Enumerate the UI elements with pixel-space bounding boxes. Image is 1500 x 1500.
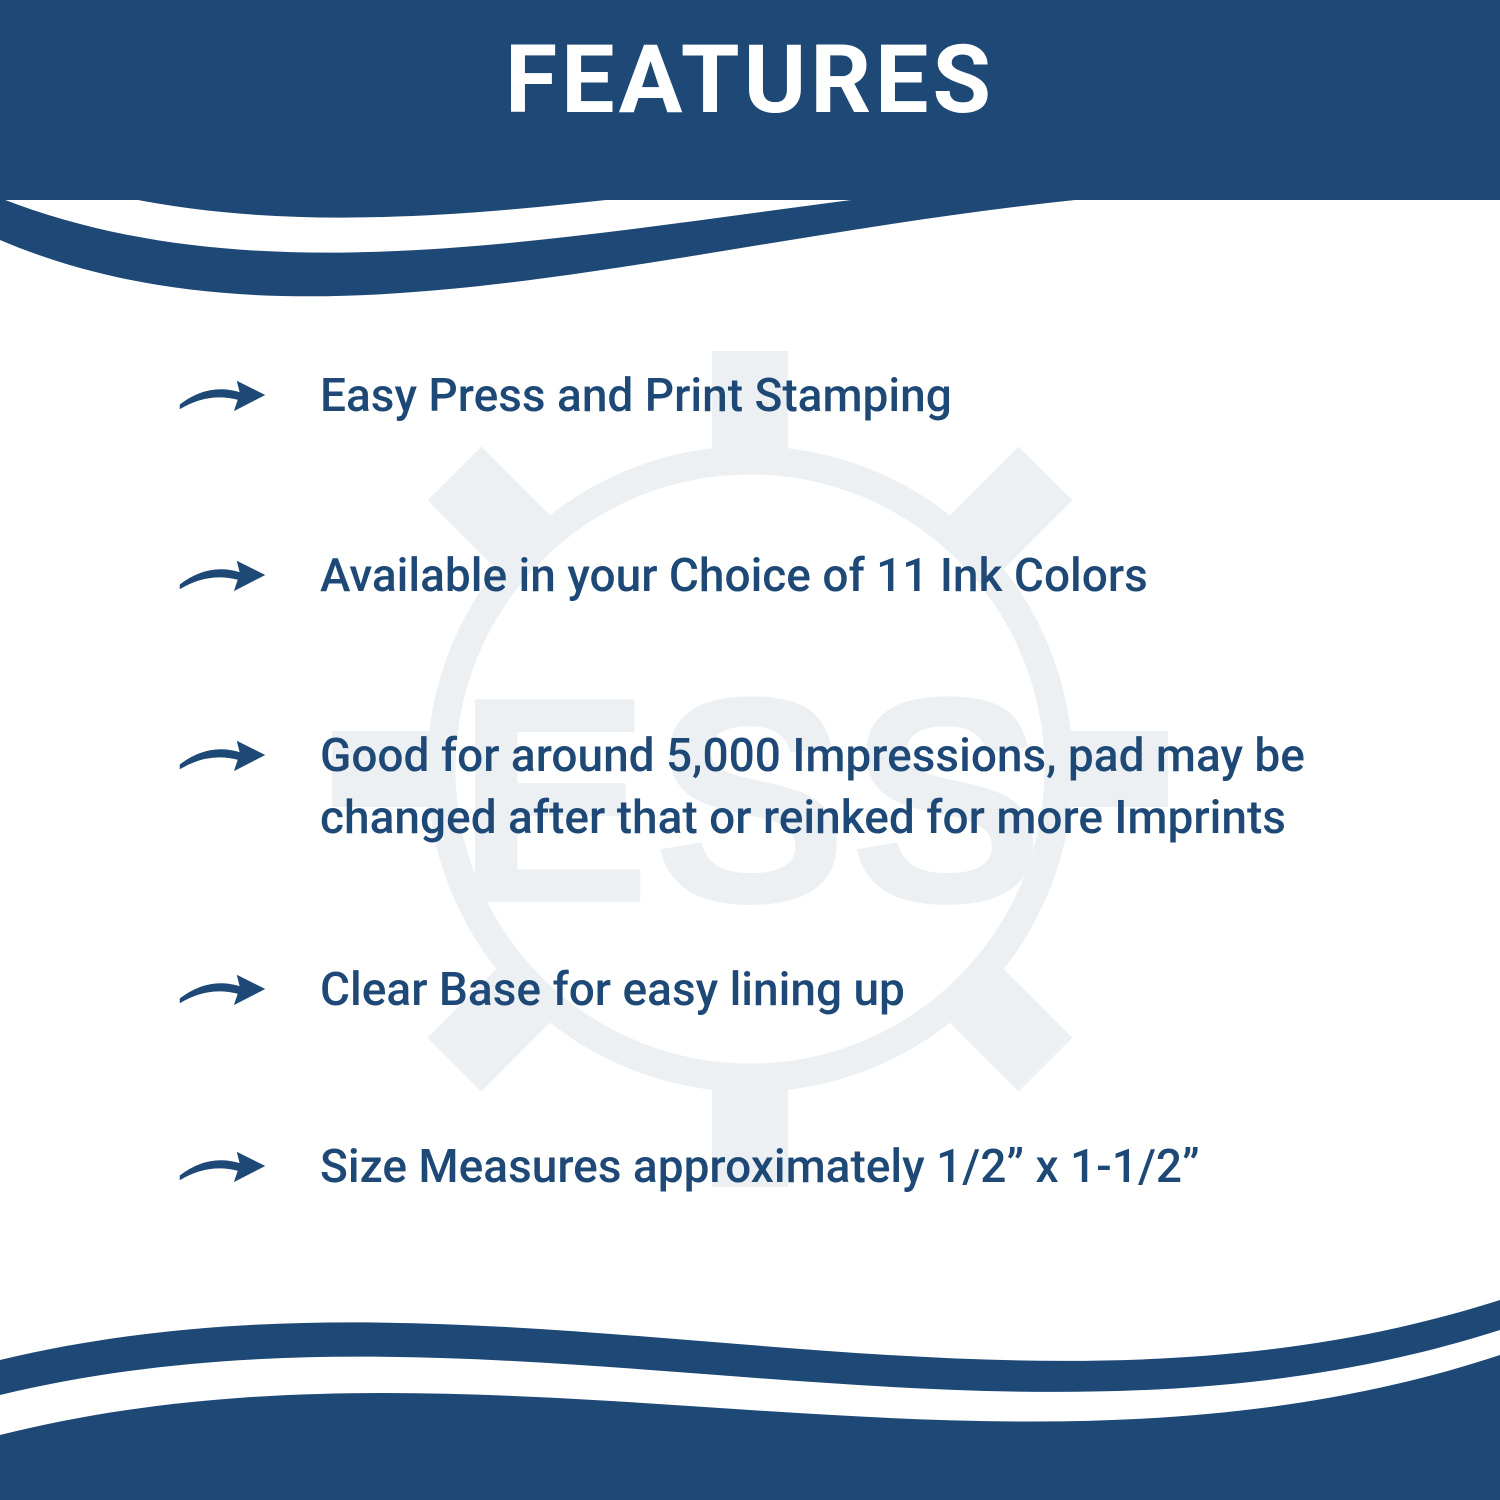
arrow-icon bbox=[175, 370, 270, 420]
feature-item: Available in your Choice of 11 Ink Color… bbox=[175, 545, 1375, 607]
arrow-icon bbox=[175, 1141, 270, 1191]
arrow-icon bbox=[175, 550, 270, 600]
arrow-icon bbox=[175, 964, 270, 1014]
feature-item: Clear Base for easy lining up bbox=[175, 959, 1375, 1021]
feature-text: Available in your Choice of 11 Ink Color… bbox=[320, 545, 1148, 607]
feature-text: Clear Base for easy lining up bbox=[320, 959, 905, 1021]
features-list: Easy Press and Print Stamping Available … bbox=[175, 365, 1375, 1199]
feature-text: Easy Press and Print Stamping bbox=[320, 365, 952, 427]
arrow-icon bbox=[175, 730, 270, 780]
page-title: FEATURES bbox=[0, 25, 1500, 136]
feature-item: Good for around 5,000 Impressions, pad m… bbox=[175, 725, 1375, 849]
wave-bottom-decoration bbox=[0, 1180, 1500, 1500]
feature-text: Size Measures approximately 1/2” x 1-1/2… bbox=[320, 1136, 1200, 1198]
feature-text: Good for around 5,000 Impressions, pad m… bbox=[320, 725, 1375, 849]
feature-item: Easy Press and Print Stamping bbox=[175, 365, 1375, 427]
feature-item: Size Measures approximately 1/2” x 1-1/2… bbox=[175, 1136, 1375, 1198]
